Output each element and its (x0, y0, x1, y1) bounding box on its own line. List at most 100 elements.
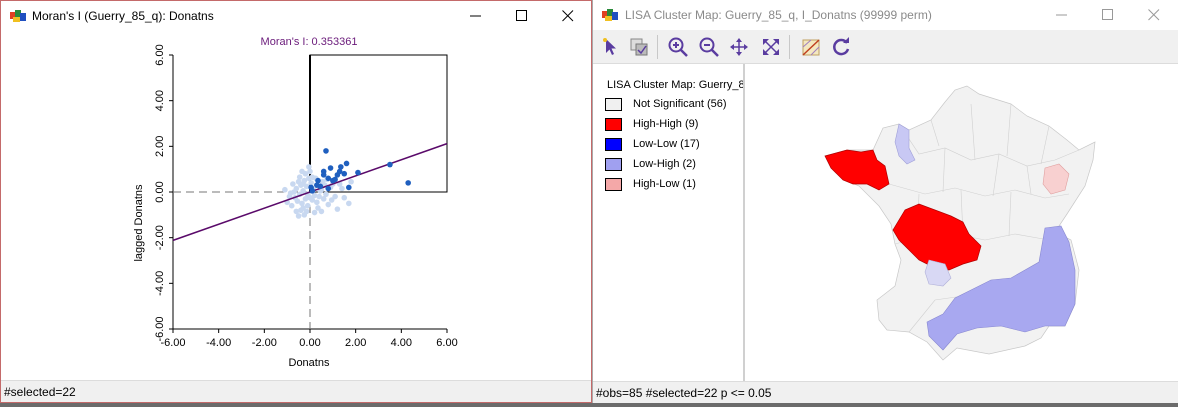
maximize-icon (516, 10, 527, 21)
scatter-point-selected[interactable] (317, 183, 324, 190)
scatter-point-unselected[interactable] (307, 168, 313, 175)
scatter-point-selected[interactable] (325, 175, 332, 182)
zoom-out-icon (699, 37, 719, 57)
legend-item-high-high[interactable]: High-High (9) (605, 117, 743, 133)
scatter-point-unselected[interactable] (316, 193, 322, 200)
minimize-button[interactable] (1039, 0, 1085, 30)
legend-item-low-low[interactable]: Low-Low (17) (605, 137, 743, 153)
select-pointer-icon (603, 38, 616, 55)
scatter-point-unselected[interactable] (323, 191, 329, 198)
scatter-point-unselected[interactable] (320, 196, 327, 202)
map-region-high-high-west[interactable] (892, 203, 982, 271)
map-region-high-low[interactable] (1042, 163, 1070, 195)
scatter-point-unselected[interactable] (325, 201, 332, 208)
map-region-high-high-brittany[interactable] (824, 149, 890, 191)
scatter-point-unselected[interactable] (300, 188, 306, 194)
scatter-point-unselected[interactable] (299, 168, 305, 175)
moran-window-title: Moran's I (Guerry_85_q): Donatns (32, 9, 214, 23)
scatter-point-unselected[interactable] (311, 209, 318, 216)
quadrant-box (309, 54, 448, 193)
full-extent-button[interactable] (759, 35, 783, 59)
scatter-point-unselected[interactable] (287, 190, 294, 196)
legend-item-not-significant[interactable]: Not Significant (56) (605, 97, 743, 113)
scatter-point-selected[interactable] (323, 148, 329, 154)
scatter-point-unselected[interactable] (282, 186, 288, 193)
france-cluster-map[interactable] (749, 64, 1178, 384)
scatter-point-unselected[interactable] (346, 200, 352, 207)
scatter-point-unselected[interactable] (314, 199, 320, 206)
x-tick-label: 2.00 (345, 337, 366, 349)
close-button[interactable] (1131, 0, 1177, 30)
legend-item-high-low[interactable]: High-Low (1) (605, 177, 743, 193)
scatter-point-selected[interactable] (325, 185, 332, 192)
scatter-point-unselected[interactable] (298, 207, 304, 214)
close-icon (1148, 9, 1160, 21)
legend-label: Low-High (2) (633, 158, 696, 170)
select-tool-button[interactable] (599, 35, 623, 59)
scatter-point-unselected[interactable] (308, 180, 314, 186)
scatter-point-unselected[interactable] (288, 202, 295, 209)
scatter-point-unselected[interactable] (290, 181, 296, 187)
map-region-low-high-center[interactable] (924, 259, 952, 287)
scatter-point-unselected[interactable] (300, 181, 306, 187)
scatter-point-unselected[interactable] (295, 213, 302, 219)
scatter-point-selected[interactable] (355, 169, 361, 176)
toolbar-separator (657, 35, 658, 59)
scatter-point-selected[interactable] (341, 170, 348, 177)
scatter-point-unselected[interactable] (339, 185, 345, 192)
scatter-point-selected[interactable] (309, 188, 316, 194)
scatter-point-unselected[interactable] (332, 193, 338, 200)
scatter-point-unselected[interactable] (299, 200, 305, 207)
refresh-button[interactable] (829, 35, 853, 59)
scatter-point-selected[interactable] (338, 164, 344, 170)
legend-item-low-high[interactable]: Low-High (2) (605, 157, 743, 173)
scatter-point-unselected[interactable] (293, 208, 300, 215)
scatter-point-unselected[interactable] (309, 174, 316, 180)
scatter-point-unselected[interactable] (301, 212, 308, 218)
zoom-out-button[interactable] (697, 35, 721, 59)
scatter-point-unselected[interactable] (306, 164, 312, 170)
scatter-point-selected[interactable] (320, 172, 327, 178)
copy-selection-button[interactable] (627, 35, 651, 59)
maximize-button[interactable] (1085, 0, 1131, 30)
scatter-point-unselected[interactable] (318, 208, 325, 215)
legend-swatch (605, 178, 622, 191)
scatter-point-selected[interactable] (405, 180, 411, 186)
maximize-button[interactable] (499, 1, 545, 31)
pan-button[interactable] (727, 35, 751, 59)
cluster-map-canvas[interactable] (749, 64, 1178, 381)
scatter-point-selected[interactable] (334, 172, 341, 178)
scatter-point-unselected[interactable] (328, 197, 335, 203)
map-region-low-high-south[interactable] (926, 225, 1076, 351)
scatter-point-selected[interactable] (332, 176, 338, 183)
scatter-point-unselected[interactable] (309, 197, 316, 203)
scatter-point-selected[interactable] (387, 161, 393, 168)
map-region-low-high-north[interactable] (894, 123, 916, 165)
scatter-point-unselected[interactable] (302, 196, 309, 202)
y-tick-label: 4.00 (154, 90, 166, 111)
close-button[interactable] (545, 1, 591, 31)
scatter-point-unselected[interactable] (304, 202, 311, 209)
moran-titlebar[interactable]: Moran's I (Guerry_85_q): Donatns (1, 1, 591, 31)
lisa-window: LISA Cluster Map: Guerry_85_q, I_Donatns… (592, 0, 1178, 403)
scatter-point-unselected[interactable] (341, 194, 348, 201)
scatter-point-unselected[interactable] (296, 174, 303, 180)
y-axis-label: lagged Donatns (133, 184, 145, 262)
x-tick-label: 4.00 (391, 337, 412, 349)
lisa-titlebar[interactable]: LISA Cluster Map: Guerry_85_q, I_Donatns… (593, 0, 1178, 30)
minimize-button[interactable] (453, 1, 499, 31)
scatter-point-unselected[interactable] (348, 178, 354, 185)
scatter-point-selected[interactable] (327, 165, 334, 171)
scatter-point-selected[interactable] (343, 160, 350, 167)
lisa-status-bar: #obs=85 #selected=22 p <= 0.05 (593, 381, 1178, 403)
scatter-point-unselected[interactable] (315, 205, 321, 211)
zoom-in-button[interactable] (666, 35, 690, 59)
scatter-point-unselected[interactable] (311, 192, 318, 199)
selection-toggle-button[interactable] (799, 35, 823, 59)
scatter-point-unselected[interactable] (334, 206, 341, 212)
legend-pane[interactable]: LISA Cluster Map: Guerry_8 Not Significa… (593, 64, 745, 381)
x-tick-label: -4.00 (206, 337, 231, 349)
scatter-point-selected[interactable] (346, 184, 352, 191)
scatter-point-selected[interactable] (315, 177, 321, 184)
moran-scatter-plot[interactable]: Moran's I: 0.353361 -6.00-6.00 -4.00 -4.00… (1, 31, 591, 381)
